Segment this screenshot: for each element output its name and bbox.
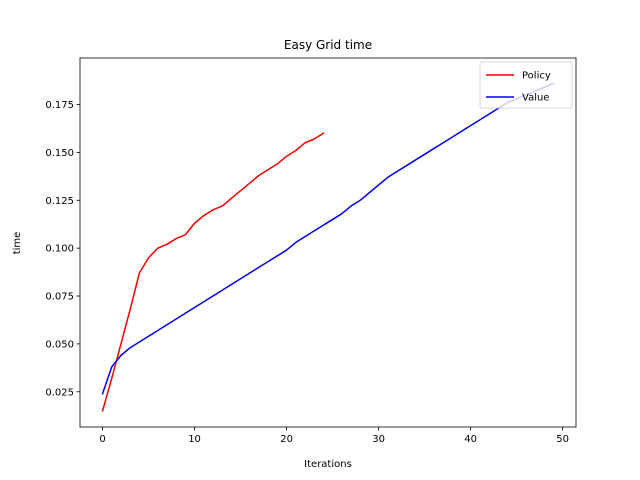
x-tick-label: 40 <box>464 434 477 445</box>
y-tick-label: 0.050 <box>45 339 74 350</box>
x-tick-label: 0 <box>99 434 105 445</box>
series-line-policy <box>101 132 325 412</box>
legend-label-policy: Policy <box>522 71 551 82</box>
y-tick-label: 0.150 <box>45 148 74 159</box>
y-tick-label: 0.175 <box>45 100 74 111</box>
y-tick-label: 0.125 <box>45 196 74 207</box>
x-tick-label: 20 <box>280 434 293 445</box>
x-axis-label: Iterations <box>304 459 352 470</box>
y-tick-label: 0.100 <box>45 244 74 255</box>
x-tick-label: 10 <box>188 434 201 445</box>
y-axis-label: time <box>12 232 23 255</box>
y-tick-label: 0.075 <box>45 292 74 303</box>
legend-label-value: Value <box>522 93 549 104</box>
series-line-value <box>101 82 555 395</box>
plot-frame <box>79 57 577 428</box>
y-tick-label: 0.025 <box>45 387 74 398</box>
chart-title: Easy Grid time <box>284 38 372 52</box>
legend: Policy Value <box>479 61 573 109</box>
x-tick-label: 30 <box>372 434 385 445</box>
x-tick-label: 50 <box>556 434 569 445</box>
